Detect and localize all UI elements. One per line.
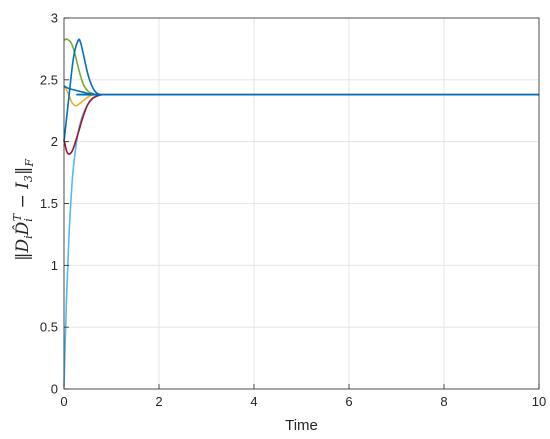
svg-text:‖DiD̂iT − I3‖F: ‖DiD̂iT − I3‖F	[11, 159, 36, 261]
series-line-6	[63, 85, 539, 96]
ticks	[63, 17, 540, 390]
y-axis-label: ‖DiD̂iT − I3‖F	[11, 159, 36, 261]
x-tick-label: 0	[60, 394, 67, 409]
x-tick-label: 4	[250, 394, 257, 409]
y-tick-labels: 0 0.5 1 1.5 2 2.5 3	[40, 11, 58, 397]
x-axis-label: Time	[285, 417, 318, 434]
x-tick-labels: 0 2 4 6 8 10	[60, 394, 546, 409]
x-tick-label: 6	[345, 394, 352, 409]
y-tick-label: 3	[51, 11, 58, 26]
x-tick-label: 10	[532, 394, 546, 409]
series-group	[63, 38, 539, 387]
y-tick-label: 1.5	[40, 196, 58, 211]
x-tick-label: 8	[440, 394, 447, 409]
gridlines	[63, 17, 540, 390]
x-tick-label: 2	[155, 394, 162, 409]
y-tick-label: 2	[51, 134, 58, 149]
y-tick-label: 0	[51, 382, 58, 397]
y-tick-label: 2.5	[40, 72, 58, 87]
y-tick-label: 0.5	[40, 320, 58, 335]
y-tick-label: 1	[51, 258, 58, 273]
